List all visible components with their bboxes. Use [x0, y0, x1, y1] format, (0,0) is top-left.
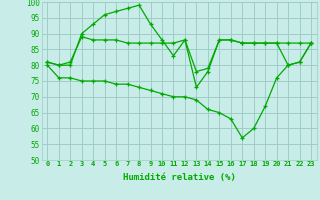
X-axis label: Humidité relative (%): Humidité relative (%) — [123, 173, 236, 182]
